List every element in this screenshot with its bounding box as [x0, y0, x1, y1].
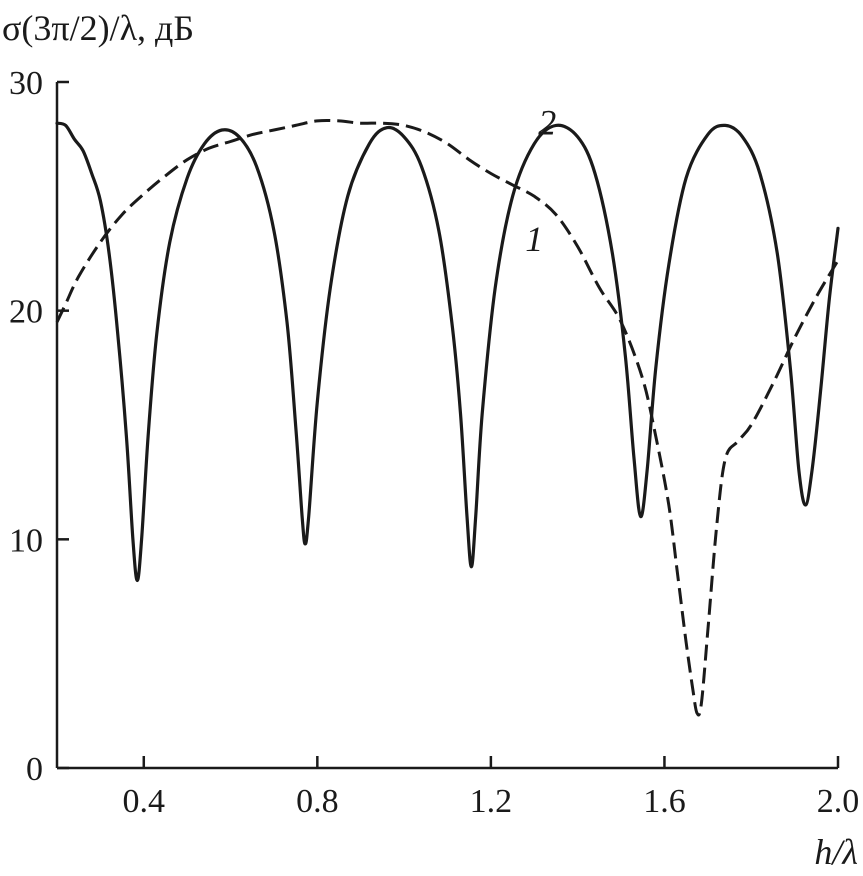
y-tick-label-2: 20	[9, 294, 43, 331]
curve-label-1: 1	[525, 219, 543, 259]
series	[55, 118, 840, 717]
x-tick-label-2: 1.2	[470, 783, 513, 820]
x-tick-label-4: 2.0	[817, 783, 860, 820]
curve-label-2: 2	[538, 103, 556, 143]
x-tick-label-0: 0.4	[123, 783, 166, 820]
axes	[55, 82, 838, 770]
x-axis-title: h/λ	[814, 832, 858, 872]
y-axis-title: σ(3π/2)/λ, дБ	[2, 8, 194, 48]
x-tick-label-1: 0.8	[296, 783, 339, 820]
series-2-line	[55, 118, 840, 717]
ticks: 0.4 0.8 1.2 1.6 2.0 0 10 20 30	[9, 65, 859, 820]
y-tick-label-0: 0	[26, 751, 43, 788]
y-tick-label-3: 30	[9, 65, 43, 102]
y-tick-label-1: 10	[9, 522, 43, 559]
series-1-line	[55, 121, 840, 583]
annotations: 12	[525, 103, 556, 260]
x-tick-label-3: 1.6	[643, 783, 686, 820]
